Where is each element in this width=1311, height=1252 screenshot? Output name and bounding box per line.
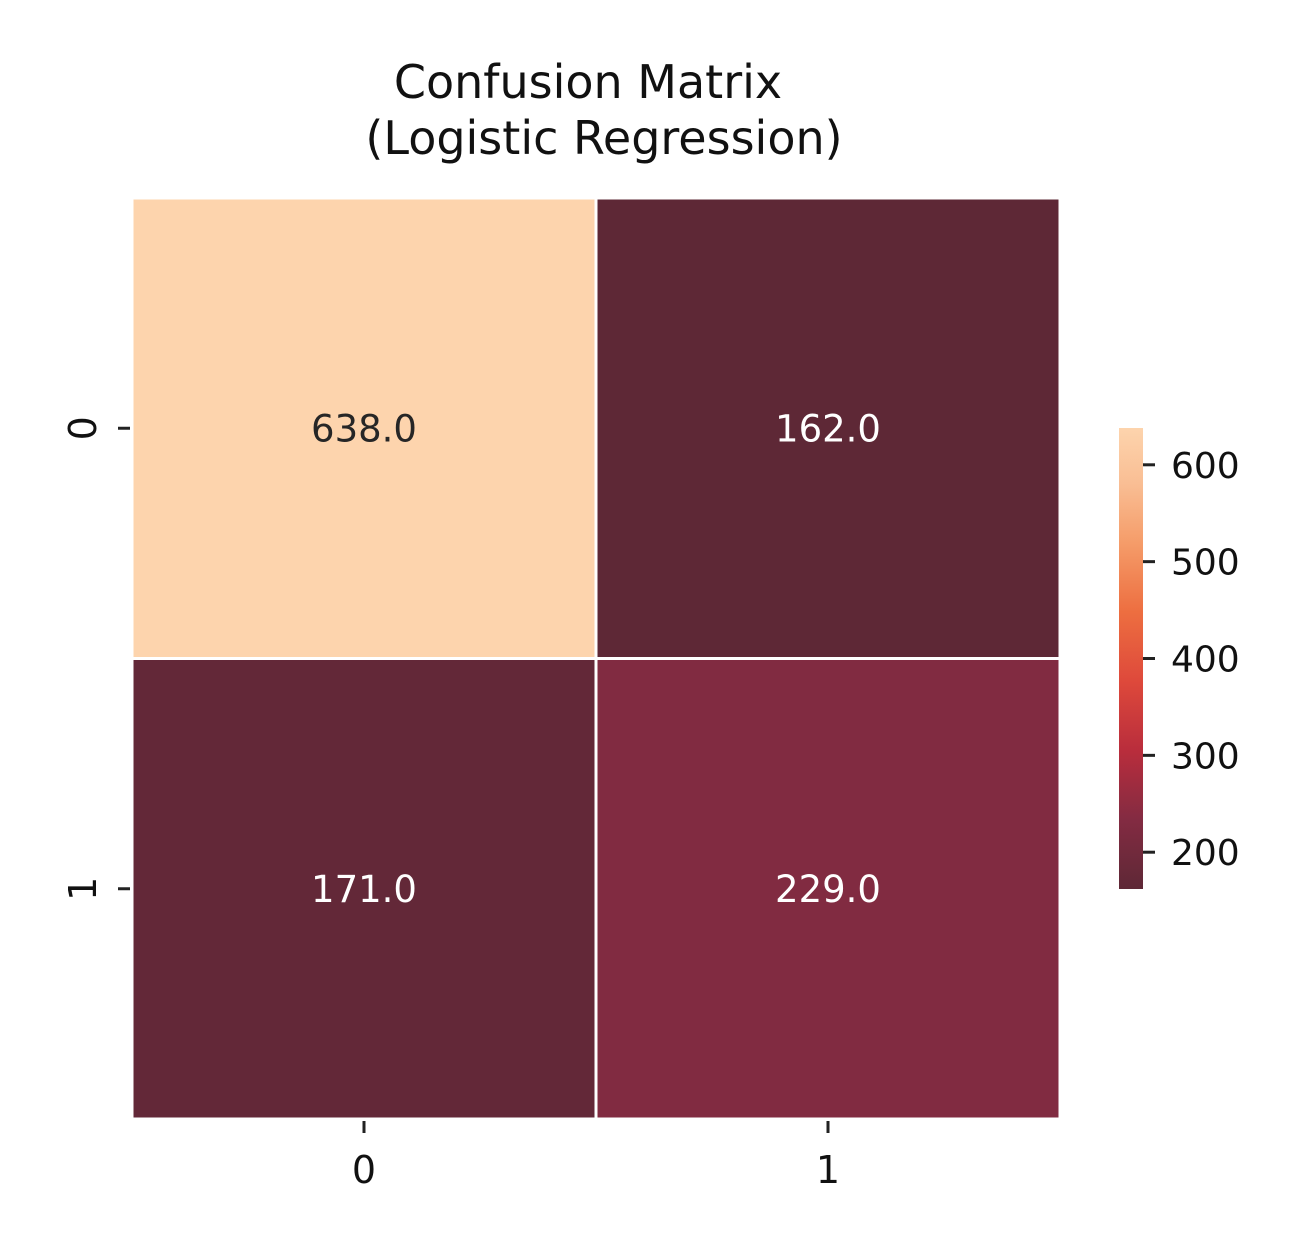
cell-r0-c1 [594, 196, 1062, 660]
chart-title: Confusion Matrix (Logistic Regression) [365, 55, 842, 165]
y-tick-label-0: 0 [61, 416, 105, 440]
colorbar-tick-label-4: 600 [1171, 446, 1240, 487]
chart-title-line2: (Logistic Regression) [365, 111, 842, 165]
colorbar-tick-label-2: 400 [1171, 640, 1240, 681]
cell-r1-c0 [130, 657, 598, 1121]
colorbar-tick-label-0: 200 [1171, 833, 1240, 874]
chart-title-line1: Confusion Matrix [394, 55, 782, 109]
cell-r0-c0 [130, 196, 598, 660]
cell-label-r0-c1: 162.0 [775, 407, 881, 450]
heatmap-cells [130, 196, 1062, 1121]
cell-r1-c1 [594, 657, 1062, 1121]
cell-label-r1-c0: 171.0 [311, 868, 417, 911]
cell-label-r1-c1: 229.0 [775, 868, 881, 911]
x-tick-label-1: 1 [816, 1148, 840, 1192]
colorbar-gradient [1119, 428, 1143, 889]
colorbar-tick-label-1: 300 [1171, 736, 1240, 777]
cell-label-r0-c0: 638.0 [311, 407, 417, 450]
x-tick-label-0: 0 [352, 1148, 376, 1192]
colorbar-tick-label-3: 500 [1171, 543, 1240, 584]
colorbar: 200 300 400 500 600 [1119, 428, 1240, 889]
y-tick-label-1: 1 [61, 877, 105, 901]
heatmap-annotations: 638.0 162.0 171.0 229.0 [311, 407, 881, 911]
y-axis: 01 [61, 416, 130, 901]
